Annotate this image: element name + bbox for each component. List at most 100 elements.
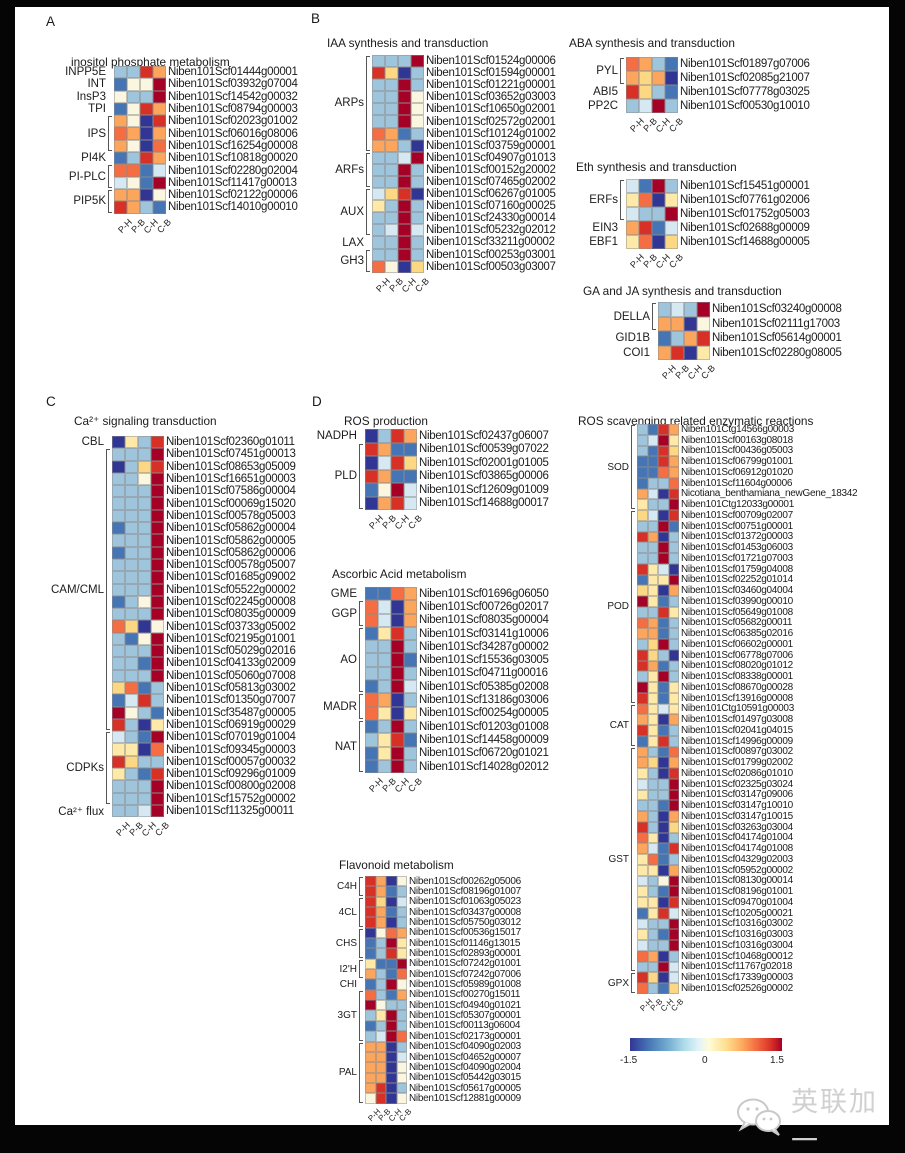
heatmap-cell <box>668 746 679 758</box>
heatmap-cell <box>637 918 648 930</box>
gene-label: Niben101Scf04652g00007 <box>409 1051 521 1063</box>
heatmap-cell <box>140 152 153 165</box>
heatmap-row: Niben101Scf17339g00003 <box>637 972 857 983</box>
heatmap-cell <box>665 99 678 113</box>
heatmap-cell <box>386 969 397 980</box>
heatmap-cell <box>138 706 151 719</box>
heatmap-cell <box>153 152 166 165</box>
gene-label: Niben101Scf00436g05003 <box>681 445 793 457</box>
heatmap-row: Niben101Scf00113g06004 <box>365 1020 521 1031</box>
heatmap-cell <box>665 193 678 207</box>
group-bracket <box>359 928 363 958</box>
heatmap-cell <box>112 706 125 719</box>
colorbar-min-label: -1.5 <box>620 1055 638 1066</box>
gene-label: Niben101Scf08035g00004 <box>419 614 549 627</box>
heatmap-cell <box>140 78 153 91</box>
heatmap-rosprod: NADPH PLD Niben101Scf02437g06007 Niben101Sc… <box>312 429 549 540</box>
gene-label: Niben101Scf02280g02004 <box>168 164 298 177</box>
gene-label: Niben101Scf01497g03008 <box>681 714 793 726</box>
heatmap-cell <box>396 1051 407 1063</box>
gene-label: Niben101Scf05862g00006 <box>166 546 296 559</box>
heatmap-cell <box>647 542 658 553</box>
gene-label: Niben101Scf00539g07022 <box>419 443 549 456</box>
heatmap-cell <box>375 1000 386 1011</box>
gene-label: Niben101Scf06720g01021 <box>419 747 549 760</box>
heatmap-cell <box>375 938 386 949</box>
gene-label: Niben101Scf05060g07008 <box>166 669 296 682</box>
heatmap-cell <box>365 600 378 614</box>
heatmap-cell <box>151 632 164 646</box>
heatmap-cell <box>658 832 669 844</box>
heatmap-row: Niben101Scf01685g09002 <box>112 571 296 584</box>
gene-label: Niben101Scf05862g00005 <box>166 534 296 547</box>
heatmap-cell <box>378 600 391 614</box>
gene-label: Niben101Scf10205g00021 <box>681 907 793 919</box>
heatmap-cell <box>151 645 164 658</box>
heatmap-cell <box>112 632 125 646</box>
heatmap-cell <box>386 1082 397 1094</box>
heatmap-row: Niben101Scf00163g08018 <box>637 435 857 446</box>
heatmap-row: Niben101Scf07761g02006 <box>626 193 810 207</box>
heatmap-cell <box>114 176 127 189</box>
heatmap-cell <box>647 671 658 682</box>
heatmap-row: Niben101Scf10316g03002 <box>637 918 857 930</box>
group-label: EIN3 <box>592 222 618 234</box>
heatmap-cell <box>647 778 658 790</box>
gene-label: Niben101Scf02252g01014 <box>681 574 793 586</box>
heatmap-cell <box>411 91 424 104</box>
heatmap-row: Niben101Scf03990g00010 <box>637 596 857 607</box>
heatmap-row: Niben101Scf15752g00002 <box>112 792 296 805</box>
gene-label: Niben101Scf04329g02003 <box>681 853 793 865</box>
heatmap-row: Niben101Scf04711g00016 <box>365 666 549 681</box>
heatmap-cell <box>647 811 658 822</box>
gene-label: Niben101Scf06602g00001 <box>681 638 793 650</box>
heatmap-cell <box>697 345 710 360</box>
heatmap-cell <box>647 725 658 736</box>
gene-label: Niben101Scf03990g00010 <box>681 595 793 607</box>
heatmap-cell <box>398 67 411 80</box>
heatmap-cell <box>665 235 678 249</box>
group-label: CHS <box>335 937 357 949</box>
heatmap-row: Niben101Scf02023g01002 <box>114 115 298 128</box>
gene-label: Niben101Scf12881g00009 <box>409 1092 521 1104</box>
heatmap-cell <box>365 693 378 707</box>
heatmap-row: Niben101Scf02526g00002 <box>637 983 857 994</box>
heatmap-cell <box>153 188 166 202</box>
heatmap-cell <box>151 509 164 523</box>
heatmap-cell <box>658 563 669 575</box>
heatmap-cell <box>153 201 166 214</box>
heatmap-row: Niben101Scf04133g02009 <box>112 657 296 670</box>
heatmap-cell <box>411 67 424 80</box>
heatmap-cell <box>647 832 658 844</box>
heatmap-cell <box>391 600 404 614</box>
heatmap-cell <box>398 103 411 116</box>
heatmap-cell <box>114 188 127 202</box>
heatmap-cell <box>647 424 658 435</box>
heatmap-row: Niben101Scf14996g00009 <box>637 736 857 747</box>
heatmap-cell <box>411 103 424 116</box>
gene-label: Niben101Scf01444g00001 <box>168 66 298 79</box>
heatmap-cell <box>386 958 397 970</box>
heatmap-cell <box>639 235 652 249</box>
heatmap-cell <box>365 1072 376 1083</box>
heatmap-cell <box>375 1093 386 1104</box>
heatmap-cell <box>658 929 669 940</box>
gene-label: Niben101Scf03147g09006 <box>681 789 793 801</box>
gene-label: Niben101Scf08020g01012 <box>681 660 793 672</box>
heatmap-cell <box>125 595 138 609</box>
heatmap-cell <box>112 669 125 682</box>
gene-label: Niben101Scf01350g07007 <box>166 694 296 707</box>
heatmap-cell <box>684 345 697 360</box>
heatmap-row: Niben101Scf05952g00002 <box>637 865 857 876</box>
heatmap-cell <box>658 639 669 650</box>
heatmap-cell <box>378 456 391 470</box>
heatmap-cell <box>138 608 151 621</box>
heatmap-cell <box>404 680 417 694</box>
heatmap-cell <box>396 907 407 918</box>
heatmap-cell <box>114 66 127 79</box>
heatmap-row: Niben101Scf00253g03001 <box>372 248 556 261</box>
heatmap-cell <box>637 961 648 973</box>
heatmap-cell <box>112 571 125 584</box>
heatmap-cell <box>151 768 164 781</box>
heatmap-cell <box>138 583 151 596</box>
